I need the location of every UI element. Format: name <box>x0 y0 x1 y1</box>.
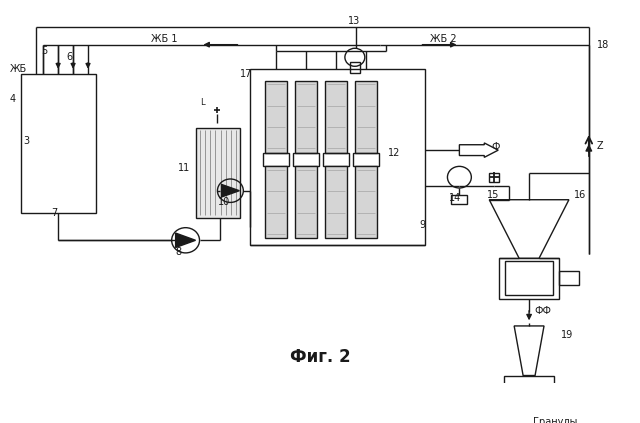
Bar <box>295 81 317 153</box>
Text: 9: 9 <box>420 220 426 230</box>
Bar <box>265 166 287 239</box>
Text: ЖБ 2: ЖБ 2 <box>429 34 456 44</box>
Bar <box>499 258 559 299</box>
Text: 11: 11 <box>178 163 190 173</box>
Text: L: L <box>200 98 205 107</box>
Bar <box>250 69 424 245</box>
Text: 8: 8 <box>175 247 182 257</box>
Bar <box>451 195 467 204</box>
Text: ЖБ 1: ЖБ 1 <box>151 34 177 44</box>
Bar <box>522 392 536 412</box>
Text: 19: 19 <box>561 330 573 340</box>
Bar <box>263 153 289 166</box>
Text: 17: 17 <box>241 69 253 79</box>
Text: 3: 3 <box>23 136 29 146</box>
Bar <box>293 153 319 166</box>
Text: 18: 18 <box>596 40 609 49</box>
Bar <box>355 166 377 239</box>
Bar <box>559 271 579 286</box>
Text: 4: 4 <box>10 94 15 104</box>
Bar <box>504 376 554 392</box>
Text: 13: 13 <box>348 16 360 26</box>
Polygon shape <box>175 233 196 247</box>
Text: 16: 16 <box>574 190 586 200</box>
Text: Гранулы: Гранулы <box>533 418 577 423</box>
Bar <box>21 74 96 213</box>
Text: ФФ: ФФ <box>534 305 551 316</box>
Text: ЖБ: ЖБ <box>10 64 27 74</box>
Polygon shape <box>221 184 239 197</box>
Bar <box>325 81 347 153</box>
Bar <box>295 166 317 239</box>
Bar <box>505 261 553 295</box>
Bar <box>353 153 379 166</box>
Text: 15: 15 <box>487 190 500 200</box>
Bar <box>325 166 347 239</box>
Bar <box>489 173 499 182</box>
Text: 7: 7 <box>51 208 58 218</box>
Text: Фиг. 2: Фиг. 2 <box>290 349 350 366</box>
Text: 14: 14 <box>449 193 461 203</box>
Text: 12: 12 <box>388 148 400 158</box>
Text: 6: 6 <box>66 52 72 62</box>
Text: Z: Z <box>596 140 604 151</box>
Bar <box>196 128 241 218</box>
Bar <box>350 62 360 73</box>
Text: Ф: Ф <box>492 143 500 152</box>
Bar <box>323 153 349 166</box>
Bar <box>265 81 287 153</box>
Text: 5: 5 <box>41 46 47 56</box>
Text: 10: 10 <box>218 197 230 206</box>
Bar <box>355 81 377 153</box>
